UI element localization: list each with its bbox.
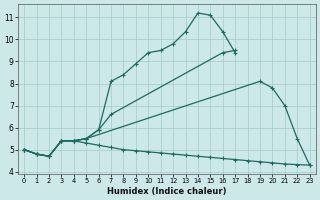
- X-axis label: Humidex (Indice chaleur): Humidex (Indice chaleur): [107, 187, 227, 196]
